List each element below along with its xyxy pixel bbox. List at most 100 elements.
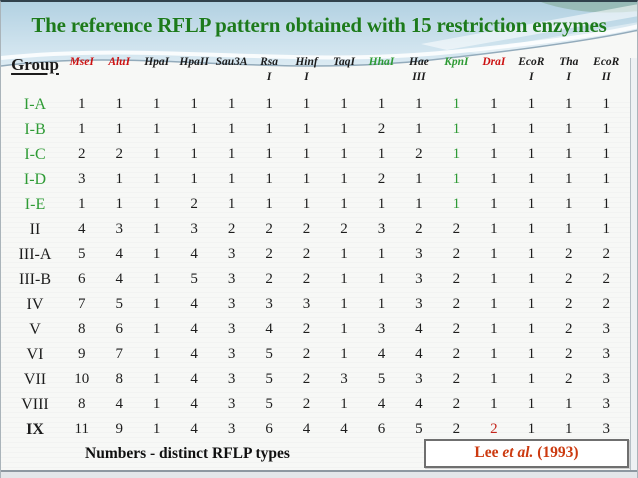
cell-i-a-haeiii: 1: [415, 96, 423, 112]
column-header-alui: AluI: [108, 56, 131, 68]
cell-i-e-msei: 1: [77, 196, 86, 212]
column-header-hpai: HpaI: [144, 56, 170, 68]
right-edge-line: [630, 58, 637, 471]
cell-ix-kpni: 2: [452, 421, 461, 437]
cell-iii-b-sau3a: 3: [227, 271, 236, 287]
cell-i-b-hpaii: 1: [190, 121, 198, 137]
column-header-taqi: TaqI: [333, 56, 355, 68]
column-header-rsai: Rsa I: [260, 56, 279, 83]
cell-i-b-haeiii: 1: [415, 121, 423, 137]
cell-i-e-sau3a: 1: [227, 196, 236, 212]
top-swoosh-decoration: [1, 2, 637, 102]
row-label-iv: IV: [26, 296, 44, 313]
column-header-thai: Tha I: [559, 56, 579, 83]
cell-vii-taqi: 3: [340, 371, 348, 387]
row-label-vi: VI: [26, 346, 44, 363]
cell-vii-rsai: 5: [265, 371, 273, 387]
cell-viii-sau3a: 3: [227, 396, 236, 412]
cell-ix-ecori: 1: [527, 421, 536, 437]
cell-v-msei: 8: [77, 321, 86, 337]
cell-i-c-hinfi: 1: [302, 146, 311, 162]
cell-iii-b-taqi: 1: [340, 271, 348, 287]
cell-i-e-ecori: 1: [527, 196, 536, 212]
cell-ii-hhai: 3: [377, 221, 386, 237]
cell-i-b-ecorii: 1: [602, 121, 611, 137]
column-header-hhai: HhaI: [368, 56, 395, 68]
rflp-table: Group MseI AluI HpaI HpaII Sau3A Rsa I Hinf I Taq…: [7, 48, 625, 442]
row-label-i-a: I-A: [23, 96, 47, 113]
cell-vi-hinfi: 2: [302, 346, 311, 362]
cell-iii-a-ecorii: 2: [602, 246, 611, 262]
cell-i-d-taqi: 1: [340, 171, 348, 187]
cell-i-a-drai: 1: [490, 96, 498, 112]
cell-iii-b-ecori: 1: [527, 271, 536, 287]
cell-vii-kpni: 2: [452, 371, 461, 387]
cell-vii-drai: 1: [490, 371, 498, 387]
cell-iv-hpaii: 4: [190, 296, 198, 312]
cell-i-d-hhai: 2: [377, 171, 386, 187]
cell-iii-a-rsai: 2: [265, 246, 273, 262]
cell-i-e-alui: 1: [115, 196, 123, 212]
row-label-ix: IX: [26, 421, 44, 438]
cell-i-e-taqi: 1: [340, 196, 348, 212]
cell-i-a-alui: 1: [115, 96, 123, 112]
cell-i-e-ecorii: 1: [602, 196, 611, 212]
cell-i-b-drai: 1: [490, 121, 498, 137]
cell-viii-thai: 1: [565, 396, 573, 412]
cell-ii-thai: 1: [565, 221, 573, 237]
cell-ii-drai: 1: [490, 221, 498, 237]
cell-vi-hpai: 1: [152, 346, 161, 362]
row-label-i-e: I-E: [24, 196, 46, 213]
cell-ix-thai: 1: [565, 421, 573, 437]
cell-v-hpaii: 4: [190, 321, 198, 337]
cell-v-drai: 1: [490, 321, 498, 337]
cell-i-a-rsai: 1: [265, 96, 273, 112]
cell-viii-taqi: 1: [340, 396, 348, 412]
cell-ix-hpaii: 4: [190, 421, 198, 437]
cell-iii-b-alui: 4: [115, 271, 123, 287]
cell-viii-kpni: 2: [452, 396, 461, 412]
cell-i-c-hhai: 1: [377, 146, 386, 162]
cell-i-a-ecorii: 1: [602, 96, 611, 112]
cell-iv-rsai: 3: [265, 296, 273, 312]
cell-ix-sau3a: 3: [227, 421, 236, 437]
cell-vii-alui: 8: [115, 371, 123, 387]
slide-title: The reference RFLP pattern obtained with…: [31, 13, 607, 37]
cell-iii-a-hpai: 1: [152, 246, 161, 262]
cell-i-e-drai: 1: [490, 196, 498, 212]
cell-i-a-taqi: 1: [340, 96, 348, 112]
cell-v-thai: 2: [565, 321, 573, 337]
cell-ii-hinfi: 2: [302, 221, 311, 237]
column-header-group: Group: [11, 55, 59, 74]
cell-i-b-thai: 1: [565, 121, 573, 137]
cell-i-a-ecori: 1: [527, 96, 536, 112]
cell-vi-haeiii: 4: [415, 346, 423, 362]
cell-ii-sau3a: 2: [227, 221, 236, 237]
cell-vi-msei: 9: [77, 346, 86, 362]
cell-ii-msei: 4: [77, 221, 86, 237]
cell-vii-ecori: 1: [527, 371, 536, 387]
cell-viii-alui: 4: [115, 396, 123, 412]
cell-iii-b-rsai: 2: [265, 271, 273, 287]
cell-viii-drai: 1: [490, 396, 498, 412]
cell-iv-hhai: 1: [377, 296, 386, 312]
column-header-sau3a: Sau3A: [215, 56, 248, 68]
cell-i-c-thai: 1: [565, 146, 573, 162]
cell-vii-hinfi: 2: [302, 371, 311, 387]
cell-i-d-ecori: 1: [527, 171, 536, 187]
cell-i-d-ecorii: 1: [602, 171, 611, 187]
cell-viii-hhai: 4: [377, 396, 386, 412]
cell-v-haeiii: 4: [415, 321, 423, 337]
cell-vii-hpaii: 4: [190, 371, 198, 387]
cell-iii-a-taqi: 1: [340, 246, 348, 262]
cell-viii-haeiii: 4: [415, 396, 423, 412]
cell-v-hinfi: 2: [302, 321, 311, 337]
cell-vii-thai: 2: [565, 371, 573, 387]
cell-iv-sau3a: 3: [227, 296, 236, 312]
cell-i-d-drai: 1: [490, 171, 498, 187]
cell-ix-haeiii: 5: [415, 421, 423, 437]
cell-i-c-ecori: 1: [527, 146, 536, 162]
cell-iii-b-msei: 6: [77, 271, 86, 287]
cell-vii-sau3a: 3: [227, 371, 236, 387]
